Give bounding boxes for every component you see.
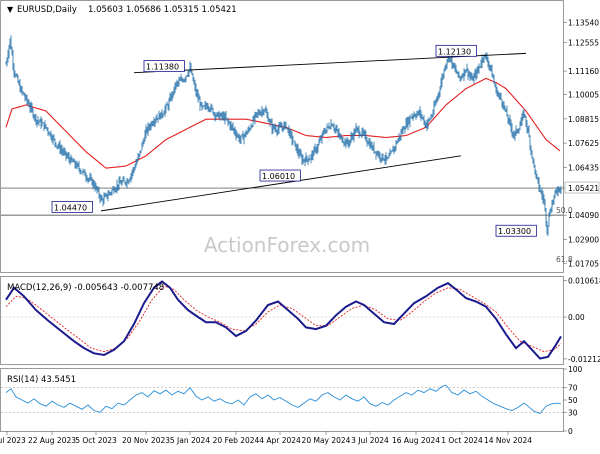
x-axis-tick-label: 20 Feb 2024: [213, 436, 260, 445]
fib-level-label: 50.0: [556, 206, 573, 215]
price-annotation-label: 1.11380: [146, 63, 179, 72]
x-axis-tick-label: 7 Jul 2023: [0, 436, 26, 445]
price-annotation-label: 1.03300: [498, 227, 531, 236]
rsi-line: [5, 384, 562, 415]
price-layer: 1.11380 1.12130 1.06010 1.04470 1.03300 50.0 6…: [1, 35, 573, 264]
trendline: [100, 155, 462, 212]
price-axis-tick-label: 1.13540: [568, 19, 599, 28]
price-axis-tick-label: 1.11160: [568, 67, 599, 76]
macd-axis-tick-label: 0.010618: [568, 276, 600, 285]
price-annotation-label: 1.06010: [262, 172, 295, 181]
x-axis-tick-label: 5 Oct 2023: [75, 436, 117, 445]
price-annotation-box: [435, 44, 477, 57]
header-dropdown-icon[interactable]: ▼: [7, 5, 14, 14]
price-annotation-label: 1.04470: [54, 203, 87, 212]
x-axis-tick-label: 20 May 2024: [302, 436, 351, 445]
price-axis-tick-label: 1.08815: [568, 115, 599, 124]
price-axis-tick-label: 1.06435: [568, 163, 599, 172]
x-axis-tick-label: 1 Oct 2024: [441, 436, 483, 445]
x-axis-tick-label: 14 Nov 2024: [484, 436, 532, 445]
price-annotation-box: [259, 169, 301, 182]
price-axis-tick-label: 1.12555: [568, 39, 599, 48]
rsi-title: RSI(14) 43.5451: [7, 375, 76, 385]
price-annotation-box: [51, 201, 93, 213]
macd-title: MACD(12,26,9) -0.005643 -0.007748: [7, 283, 164, 293]
sma-line: [5, 77, 561, 169]
x-axis-tick-label: 4 Apr 2024: [259, 436, 301, 445]
macd-line: [5, 280, 562, 360]
price-annotation-box: [143, 60, 185, 73]
price-axis-tick-label: 1.04090: [568, 211, 599, 220]
x-axis-tick-label: 5 Jan 2024: [170, 436, 210, 445]
macd-axis-tick-label: 0.00: [568, 313, 585, 322]
watermark: ActionForex.com: [204, 233, 370, 257]
price-pane-frame: [0, 0, 564, 273]
x-axis-tick-label: 22 Aug 2023: [28, 436, 76, 445]
axis-layer: 1.13540 1.12555 1.11160 1.10005 1.08815 1.076…: [0, 19, 600, 445]
price-annotation-label: 1.12130: [438, 47, 471, 56]
price-annotation-box: [495, 224, 537, 237]
x-axis-tick-label: 20 Nov 2023: [122, 436, 170, 445]
rsi-layer: [1, 384, 563, 415]
macd-axis-tick-label: -0.01212: [568, 355, 600, 364]
price-axis-tick-label: 1.01705: [568, 260, 599, 269]
price-axis-tick-label: 1.07625: [568, 139, 599, 148]
rsi-axis-tick-label: 0: [568, 427, 573, 436]
current-price-tag: [564, 181, 600, 194]
fib-level-label: 61.8: [556, 255, 573, 264]
ohlc-readout: 1.05603 1.05686 1.05315 1.05421: [88, 5, 237, 15]
macd-pane-frame: [0, 276, 564, 365]
rsi-axis-tick-label: 50: [568, 396, 578, 405]
x-axis-tick-label: 3 Jul 2024: [351, 436, 389, 445]
rsi-pane-frame: [0, 368, 564, 432]
price-axis-tick-label: 1.05421: [568, 184, 599, 193]
candles: [5, 35, 562, 237]
rsi-axis-tick-label: 30: [568, 408, 578, 417]
rsi-axis-tick-label: 70: [568, 384, 578, 393]
macd-layer: [1, 280, 563, 360]
price-axis-tick-label: 1.02900: [568, 235, 599, 244]
macd-signal-line: [5, 285, 562, 353]
price-axis-tick-label: 1.10005: [568, 91, 599, 100]
rsi-axis-tick-label: 100: [568, 365, 583, 374]
symbol-title: EURUSD,Daily: [17, 5, 77, 15]
x-axis-tick-label: 16 Aug 2024: [392, 436, 440, 445]
